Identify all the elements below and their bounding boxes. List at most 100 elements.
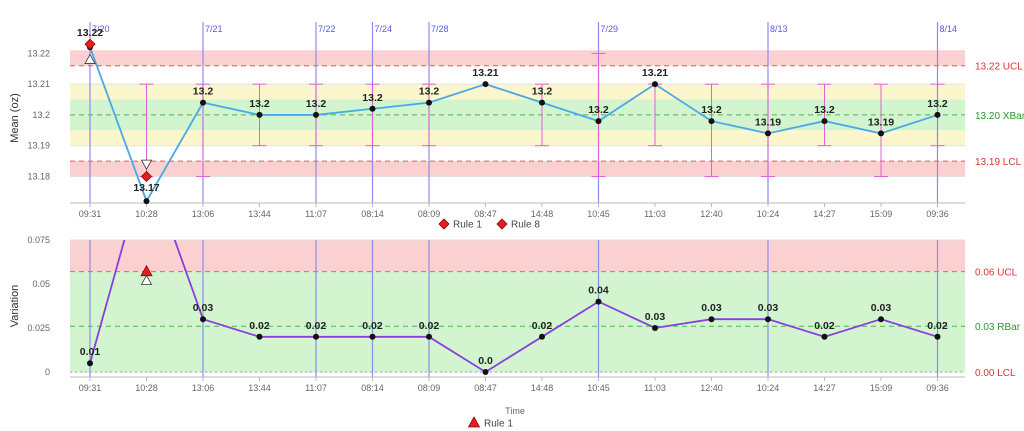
- y-axis-label: Mean (oz): [9, 93, 21, 143]
- data-point: [765, 316, 771, 323]
- data-label: 0.02: [419, 320, 440, 332]
- data-label: 13.2: [362, 92, 383, 104]
- data-label: 0.02: [249, 320, 270, 332]
- data-point: [369, 105, 376, 112]
- data-point: [878, 316, 884, 323]
- data-point: [539, 333, 545, 340]
- x-tick-label: 09:31: [79, 209, 102, 219]
- data-point: [200, 99, 206, 106]
- x-tick-label: 11:03: [644, 209, 666, 219]
- zone-red: [70, 240, 965, 272]
- lcl-label: 13.19 LCL: [975, 157, 1022, 168]
- x-tick-label: 08:47: [474, 383, 497, 393]
- zone-red: [70, 50, 965, 66]
- x-tick-label: 10:24: [757, 383, 780, 393]
- data-label: 13.2: [419, 86, 440, 98]
- data-label: 13.19: [755, 116, 781, 128]
- phase-label: 7/28: [431, 24, 449, 34]
- x-tick-label: 13:06: [192, 209, 215, 219]
- x-tick-label: 13:44: [248, 209, 271, 219]
- data-point: [482, 81, 489, 88]
- data-point: [821, 333, 828, 340]
- data-point: [482, 369, 489, 375]
- x-tick-label: 08:14: [361, 209, 384, 219]
- data-point: [595, 298, 602, 305]
- x-tick-label: 10:24: [757, 209, 780, 219]
- data-point: [708, 118, 715, 125]
- x-tick-label: 08:09: [418, 383, 441, 393]
- data-label: 0.02: [306, 320, 327, 332]
- x-tick-label: 14:27: [813, 209, 836, 219]
- data-point: [369, 333, 376, 340]
- data-point: [87, 360, 93, 367]
- legend-marker: [438, 218, 450, 230]
- panel-xbar: 7/20 7/21 7/22 7/24 7/28 7/29 8/13 8/14 09:31 10:…: [9, 22, 1024, 231]
- data-point: [313, 333, 319, 340]
- data-point: [595, 118, 602, 125]
- center-label: 13.20 XBar: [975, 111, 1024, 122]
- data-point: [934, 111, 941, 118]
- data-point: [313, 111, 319, 118]
- data-point: [143, 198, 150, 205]
- data-point: [426, 99, 432, 106]
- ucl-label: 13.22 UCL: [975, 62, 1023, 73]
- x-tick-label: 14:48: [531, 383, 554, 393]
- data-point: [200, 316, 206, 323]
- data-label: 13.2: [306, 98, 327, 110]
- data-label: 0.03: [758, 302, 779, 314]
- data-label: 13.21: [472, 67, 498, 79]
- data-point: [426, 333, 432, 340]
- data-point: [652, 81, 658, 88]
- data-label: 0.03: [193, 302, 214, 314]
- zone-yellow: [70, 130, 965, 146]
- x-tick-label: 08:09: [418, 209, 441, 219]
- x-tick-label: 13:06: [192, 383, 215, 393]
- series-line: [89, 46, 938, 204]
- y-tick-label: 13.18: [27, 171, 50, 181]
- y-tick-label: 13.19: [27, 141, 50, 151]
- x-tick-label: 09:36: [926, 383, 949, 393]
- x-tick-label: 15:09: [870, 383, 893, 393]
- y-tick-label: 0.025: [27, 323, 50, 333]
- x-tick-label: 12:40: [700, 383, 723, 393]
- zone-yellow: [70, 84, 965, 100]
- x-tick-label: 09:36: [926, 209, 949, 219]
- data-label: 13.2: [588, 104, 609, 116]
- phase-label: 7/21: [205, 24, 223, 34]
- x-tick-label: 08:47: [474, 209, 497, 219]
- x-tick-label: 10:45: [587, 209, 610, 219]
- x-tick-label: 10:45: [587, 383, 610, 393]
- data-label: 0.03: [701, 302, 722, 314]
- rule-marker-outline: [140, 159, 153, 170]
- data-point: [765, 130, 771, 137]
- y-tick-label: 0: [45, 367, 50, 377]
- data-label: 0.02: [362, 320, 383, 332]
- x-tick-label: 12:40: [700, 209, 723, 219]
- data-label: 0.04: [588, 285, 609, 297]
- phase-label: 8/13: [770, 24, 788, 34]
- data-point: [256, 333, 263, 340]
- data-label: 0.03: [645, 311, 666, 323]
- legend-marker: [467, 416, 481, 428]
- y-tick-label: 13.21: [27, 79, 50, 89]
- x-tick-label: 11:07: [305, 383, 327, 393]
- y-tick-label: 0.075: [27, 235, 50, 245]
- legend-label: Rule 1: [484, 419, 513, 430]
- data-point: [539, 99, 545, 106]
- data-label: 13.2: [701, 104, 722, 116]
- zone-red: [70, 161, 965, 177]
- legend-marker: [496, 218, 508, 230]
- center-label: 0.03 RBar: [975, 322, 1021, 333]
- data-point: [652, 325, 658, 331]
- x-tick-label: 14:27: [813, 383, 836, 393]
- data-label: 0.0: [478, 355, 493, 367]
- x-tick-label: 15:09: [870, 209, 893, 219]
- x-axis-label: Time: [505, 406, 525, 416]
- data-label: 13.2: [927, 98, 948, 110]
- zone-green: [70, 271, 965, 372]
- x-tick-label: 14:48: [531, 209, 554, 219]
- x-tick-label: 09:31: [79, 383, 102, 393]
- data-label: 0.01: [80, 346, 101, 358]
- data-label: 13.2: [249, 98, 270, 110]
